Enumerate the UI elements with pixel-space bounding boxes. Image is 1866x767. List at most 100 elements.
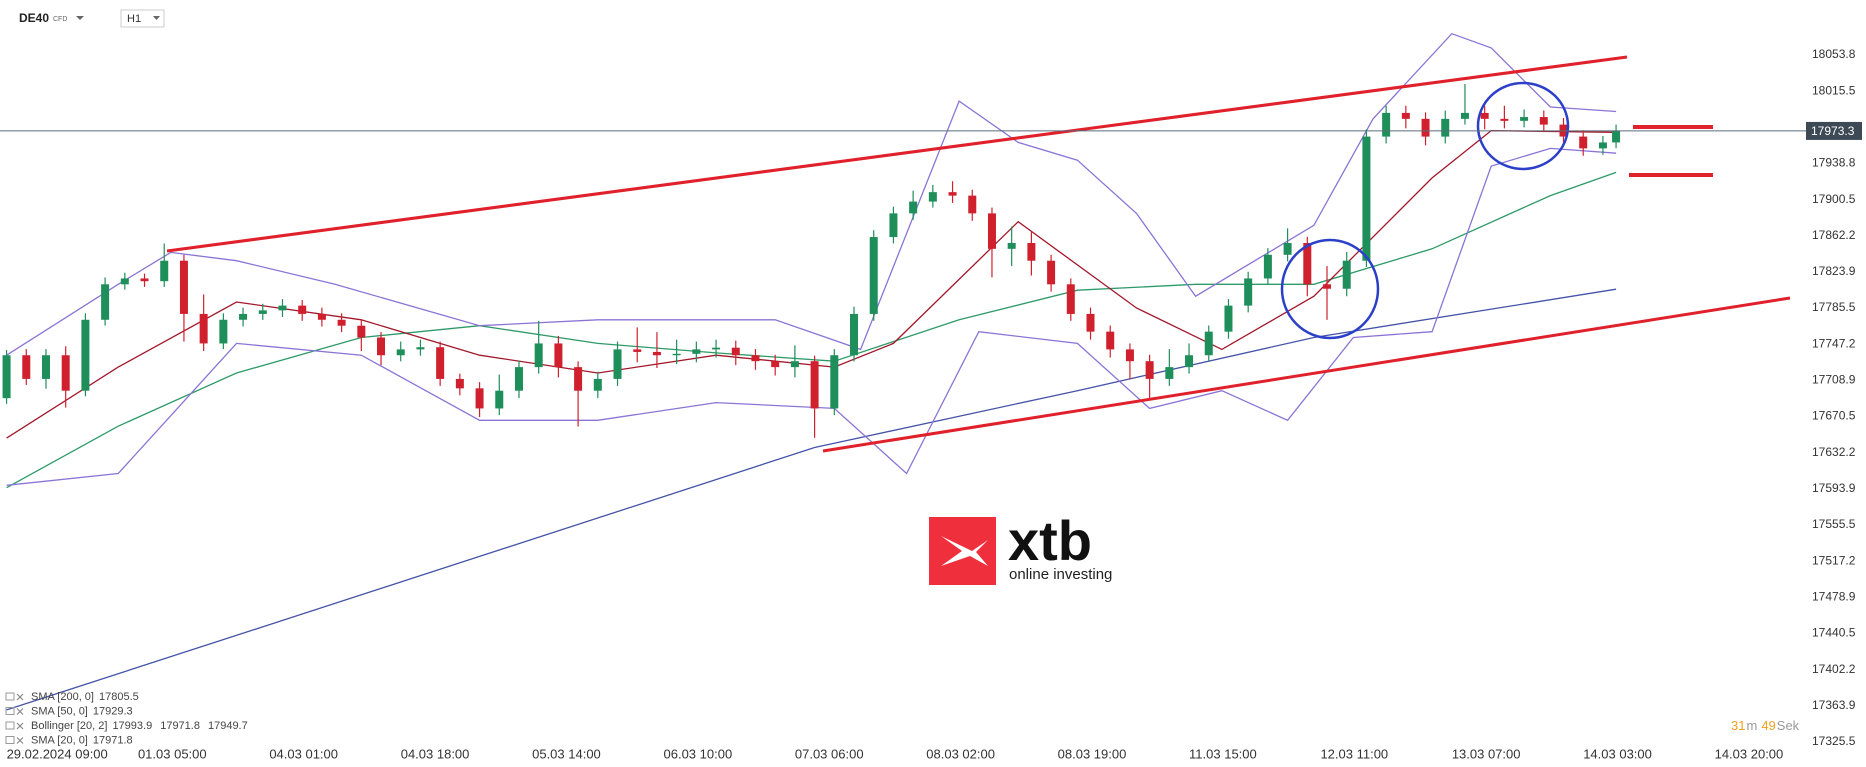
legend: SMA [200, 0] 17805.5 SMA [50, 0] 17929.3 Bol… — [5, 691, 248, 746]
candle-body — [495, 390, 504, 409]
timeframe-dropdown[interactable] — [153, 16, 160, 20]
legend-reading: 17971.8 — [160, 720, 200, 732]
symbol-dropdown[interactable] — [76, 16, 84, 20]
y-tick-label: 17478.9 — [1812, 589, 1856, 603]
timeframe[interactable]: H1 — [127, 13, 141, 25]
candle-body — [416, 347, 425, 350]
timeframe-box[interactable] — [120, 9, 165, 28]
candle-body — [61, 355, 70, 391]
upper-trend-line — [166, 55, 1628, 253]
indicator-line — [6, 147, 1617, 486]
x-tick-label: 06.03 10:00 — [664, 746, 733, 761]
logo-mark — [941, 536, 988, 566]
candle-body — [692, 349, 701, 354]
legend-name: SMA [200, 0] — [31, 691, 94, 703]
candle-body — [1421, 118, 1430, 137]
logo: xtb online investing — [929, 509, 1112, 585]
candle-body — [357, 325, 366, 338]
x-tick-label: 08.03 19:00 — [1058, 746, 1127, 761]
candle-body — [1500, 118, 1509, 121]
candle-body — [81, 319, 90, 391]
candle-body — [101, 284, 110, 320]
legend-name: SMA [20, 0] — [31, 734, 88, 746]
candle-body — [1460, 112, 1469, 119]
indicator-line — [6, 288, 1617, 711]
candle-body — [909, 201, 918, 214]
x-tick-label: 29.02.2024 09:00 — [7, 746, 108, 761]
y-tick-label: 17555.5 — [1812, 517, 1856, 531]
instrument-type: CFD — [53, 16, 67, 23]
legend-remove — [16, 693, 24, 701]
candle-body — [1066, 284, 1075, 314]
lower-trend-line — [822, 296, 1791, 453]
x-tick-label: 14.03 20:00 — [1715, 746, 1784, 761]
candle-body — [613, 349, 622, 379]
indicator-line — [6, 32, 1617, 356]
logo-tagline: online investing — [1009, 566, 1112, 583]
candle-body — [1007, 242, 1016, 249]
candle-body — [889, 213, 898, 238]
candle-body — [633, 349, 642, 352]
candle-body — [790, 361, 799, 368]
candle-body — [1441, 118, 1450, 137]
candle-body — [1027, 242, 1036, 261]
candle-body — [968, 195, 977, 214]
candle-body — [869, 237, 878, 314]
y-tick-label: 17593.9 — [1812, 481, 1856, 495]
legend-name: SMA [50, 0] — [31, 705, 88, 717]
countdown-seconds-unit: Sek — [1777, 718, 1800, 733]
legend-icon — [5, 721, 15, 730]
x-tick-label: 13.03 07:00 — [1452, 746, 1521, 761]
y-tick-label: 17900.5 — [1812, 192, 1856, 206]
candle-body — [652, 351, 661, 356]
legend-entry: SMA [20, 0] 17971.8 — [31, 734, 133, 746]
candle-body — [810, 361, 819, 409]
candle-body — [1612, 130, 1621, 143]
candle-body — [219, 319, 228, 344]
y-tick-label: 17670.5 — [1812, 409, 1856, 423]
candle-body — [298, 305, 307, 314]
y-tick-label: 17440.5 — [1812, 626, 1856, 640]
y-tick-label: 17785.5 — [1812, 300, 1856, 314]
candle-body — [554, 343, 563, 368]
candle-body — [1086, 313, 1095, 332]
y-tick-label: 17708.9 — [1812, 373, 1856, 387]
logo-brand: xtb — [1008, 509, 1092, 572]
candle-body — [1579, 136, 1588, 149]
countdown-minutes-unit: m — [1746, 718, 1757, 733]
countdown-seconds: 49 — [1761, 718, 1775, 733]
candle-body — [1047, 260, 1056, 285]
y-tick-label: 17747.2 — [1812, 336, 1856, 350]
legend-reading: 17971.8 — [93, 734, 133, 746]
candle-body — [475, 388, 484, 409]
candle-body — [574, 367, 583, 391]
candle-body — [1224, 305, 1233, 332]
symbol[interactable]: DE40 — [19, 11, 49, 25]
candle-body — [160, 260, 169, 282]
candle-body — [1106, 331, 1115, 350]
candle-body — [850, 313, 859, 356]
candle-body — [239, 313, 248, 320]
candle-body — [1520, 117, 1529, 121]
y-tick-label: 17517.2 — [1812, 553, 1856, 567]
candle-body — [317, 313, 326, 320]
candle-body — [1185, 355, 1194, 368]
y-tick-label: 17938.8 — [1812, 156, 1856, 170]
y-tick-label: 17632.2 — [1812, 445, 1856, 459]
candle-body — [534, 343, 543, 368]
axes: 18053.8 18015.5 17938.8 17900.5 17862.2 17823… — [0, 47, 1862, 761]
current-price-label: 17973.3 — [1811, 124, 1855, 138]
candle-body — [22, 355, 31, 379]
candle-body — [830, 355, 839, 409]
countdown: 31m 49Sek — [1731, 718, 1800, 733]
y-tick-label: 17823.9 — [1812, 264, 1856, 278]
candle-body — [199, 313, 208, 344]
current-price-box — [1806, 121, 1862, 140]
legend-entry: Bollinger [20, 2] 17993.9 17971.8 17949.7 — [31, 720, 248, 732]
candle-layer — [2, 84, 1621, 438]
candle-body — [1204, 331, 1213, 356]
candle-body — [1342, 260, 1351, 289]
legend-remove — [16, 737, 24, 744]
candle-body — [948, 192, 957, 196]
